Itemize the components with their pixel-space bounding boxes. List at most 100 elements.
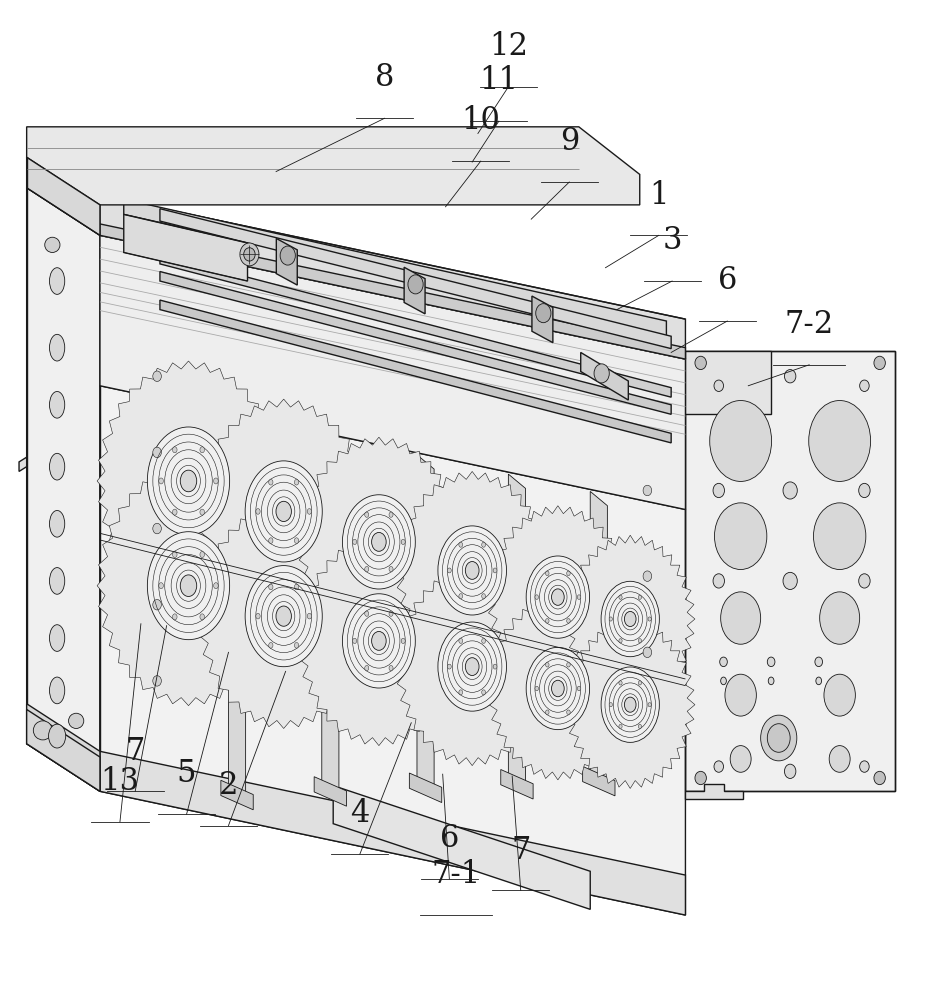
Ellipse shape — [401, 638, 406, 644]
Ellipse shape — [245, 461, 322, 562]
Ellipse shape — [874, 771, 885, 785]
Ellipse shape — [50, 391, 65, 418]
Ellipse shape — [482, 542, 486, 547]
Ellipse shape — [609, 617, 612, 621]
Ellipse shape — [307, 613, 311, 619]
Ellipse shape — [619, 681, 623, 685]
Ellipse shape — [152, 447, 161, 458]
Ellipse shape — [714, 503, 767, 569]
Ellipse shape — [820, 592, 860, 644]
Ellipse shape — [244, 248, 255, 261]
Ellipse shape — [783, 482, 797, 499]
Ellipse shape — [860, 380, 869, 391]
Ellipse shape — [816, 677, 822, 685]
Ellipse shape — [823, 674, 855, 716]
Ellipse shape — [713, 574, 724, 588]
Ellipse shape — [526, 556, 589, 638]
Ellipse shape — [874, 356, 885, 370]
Ellipse shape — [482, 690, 486, 695]
Ellipse shape — [767, 724, 790, 752]
Ellipse shape — [213, 478, 218, 484]
Ellipse shape — [644, 485, 651, 496]
Text: 5: 5 — [177, 758, 196, 789]
Polygon shape — [487, 506, 628, 688]
Ellipse shape — [389, 665, 393, 671]
Ellipse shape — [50, 677, 65, 704]
Ellipse shape — [860, 761, 869, 772]
Ellipse shape — [601, 667, 660, 742]
Ellipse shape — [172, 447, 177, 453]
Polygon shape — [417, 455, 434, 793]
Ellipse shape — [638, 681, 642, 685]
Ellipse shape — [50, 510, 65, 537]
Ellipse shape — [638, 724, 642, 729]
Ellipse shape — [625, 697, 636, 712]
Ellipse shape — [343, 495, 415, 589]
Ellipse shape — [172, 614, 177, 620]
Polygon shape — [685, 351, 895, 791]
Ellipse shape — [294, 584, 299, 590]
Ellipse shape — [577, 686, 581, 691]
Ellipse shape — [619, 724, 623, 729]
Ellipse shape — [180, 470, 197, 492]
Polygon shape — [228, 415, 246, 800]
Ellipse shape — [152, 599, 161, 610]
Ellipse shape — [365, 665, 368, 671]
Ellipse shape — [536, 304, 551, 323]
Text: 7: 7 — [511, 835, 530, 866]
Ellipse shape — [245, 566, 322, 667]
Ellipse shape — [256, 509, 260, 514]
Polygon shape — [508, 474, 526, 790]
Ellipse shape — [276, 501, 291, 522]
Ellipse shape — [493, 664, 497, 669]
Ellipse shape — [148, 532, 229, 640]
Ellipse shape — [713, 483, 724, 498]
Ellipse shape — [466, 658, 479, 676]
Ellipse shape — [365, 611, 368, 616]
Ellipse shape — [815, 657, 823, 667]
Ellipse shape — [50, 568, 65, 594]
Ellipse shape — [159, 478, 164, 484]
Ellipse shape — [459, 594, 463, 599]
Polygon shape — [19, 457, 27, 471]
Polygon shape — [396, 568, 548, 766]
Ellipse shape — [50, 334, 65, 361]
Ellipse shape — [577, 595, 581, 599]
Ellipse shape — [365, 512, 368, 517]
Text: 7-1: 7-1 — [431, 859, 481, 890]
Ellipse shape — [566, 662, 570, 667]
Polygon shape — [298, 536, 460, 746]
Ellipse shape — [545, 619, 549, 623]
Ellipse shape — [159, 583, 164, 589]
Polygon shape — [396, 471, 548, 669]
Polygon shape — [160, 300, 671, 443]
Ellipse shape — [268, 479, 273, 485]
Ellipse shape — [459, 690, 463, 695]
Ellipse shape — [648, 703, 651, 707]
Ellipse shape — [50, 453, 65, 480]
Ellipse shape — [767, 657, 775, 667]
Ellipse shape — [601, 581, 660, 657]
Ellipse shape — [389, 566, 393, 572]
Ellipse shape — [200, 552, 205, 558]
Polygon shape — [276, 238, 297, 285]
Ellipse shape — [566, 710, 570, 715]
Ellipse shape — [625, 611, 636, 627]
Text: 6: 6 — [440, 823, 459, 854]
Polygon shape — [100, 235, 685, 510]
Ellipse shape — [482, 638, 486, 643]
Ellipse shape — [725, 674, 756, 716]
Ellipse shape — [829, 746, 850, 772]
Polygon shape — [409, 773, 442, 803]
Ellipse shape — [545, 710, 549, 715]
Text: 12: 12 — [489, 31, 527, 62]
Ellipse shape — [200, 447, 205, 453]
Ellipse shape — [714, 380, 724, 391]
Polygon shape — [221, 780, 253, 810]
Ellipse shape — [50, 268, 65, 294]
Polygon shape — [685, 351, 771, 414]
Ellipse shape — [768, 677, 774, 685]
Ellipse shape — [619, 639, 623, 643]
Polygon shape — [565, 621, 695, 788]
Polygon shape — [581, 352, 628, 400]
